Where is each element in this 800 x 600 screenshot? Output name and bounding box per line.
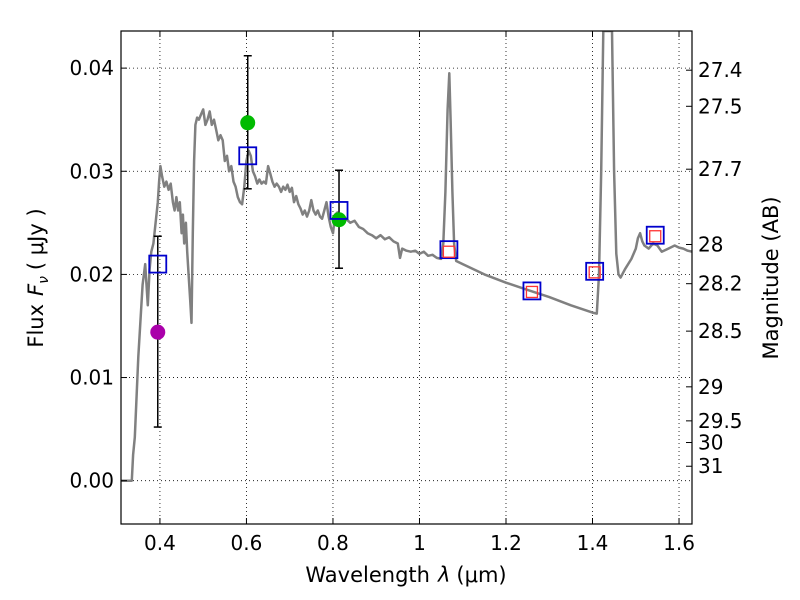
ir-point-square <box>588 266 601 279</box>
plot-frame <box>120 30 693 525</box>
model-photometry-square <box>238 146 258 166</box>
magnitude-tick-label: 31 <box>698 454 723 478</box>
magnitude-tick-label: 29 <box>698 375 723 399</box>
x-tick-label: 0.8 <box>317 531 349 555</box>
x-axis-label: Wavelength λ (μm) <box>305 563 506 587</box>
markers <box>148 55 665 428</box>
magnitude-tick-label: 27.7 <box>698 157 743 181</box>
model-photometry-square <box>329 201 349 220</box>
ir-point-square <box>525 285 539 299</box>
x-tick-label: 0.6 <box>231 531 263 555</box>
model-photometry-square <box>522 281 542 301</box>
ir-point-square <box>649 230 662 243</box>
model-photometry-square <box>439 240 459 260</box>
observed-point <box>240 115 256 131</box>
ticks: 0.4 0.6 0.8 1 1.2 1.4 1.6 0.00 0.01 0.02 0.03 0.04 2… <box>69 31 743 555</box>
model-photometry-square <box>148 254 168 274</box>
y-tick-label: 0.03 <box>69 159 114 183</box>
y-axis-label: FluxFν( μJy ) <box>24 208 52 347</box>
y-tick-label: 0.02 <box>69 262 114 286</box>
model-photometry-square <box>645 225 665 245</box>
magnitude-tick-label: 27.5 <box>698 94 743 118</box>
x-tick-label: 0.4 <box>144 531 176 555</box>
observed-point <box>150 324 166 340</box>
y-tick-label: 0.00 <box>69 469 114 493</box>
y2-axis-label: Magnitude (AB) <box>759 196 783 359</box>
sed-model-line <box>121 31 692 482</box>
x-tick-label: 1.6 <box>663 531 695 555</box>
magnitude-tick-label: 28 <box>698 232 723 256</box>
x-tick-label: 1.2 <box>490 531 522 555</box>
magnitude-tick-label: 30 <box>698 431 723 455</box>
magnitude-tick-label: 27.4 <box>698 58 743 82</box>
magnitude-tick-label: 28.2 <box>698 272 743 296</box>
ir-point-square <box>442 245 456 258</box>
x-tick-label: 1.4 <box>577 531 609 555</box>
magnitude-tick-label: 29.5 <box>698 409 743 433</box>
plot-area <box>121 31 692 482</box>
y-tick-label: 0.01 <box>69 366 114 390</box>
model-photometry-square <box>585 261 605 281</box>
magnitude-tick-label: 28.5 <box>698 319 743 343</box>
x-tick-label: 1 <box>413 531 426 555</box>
y-tick-label: 0.04 <box>69 56 114 80</box>
